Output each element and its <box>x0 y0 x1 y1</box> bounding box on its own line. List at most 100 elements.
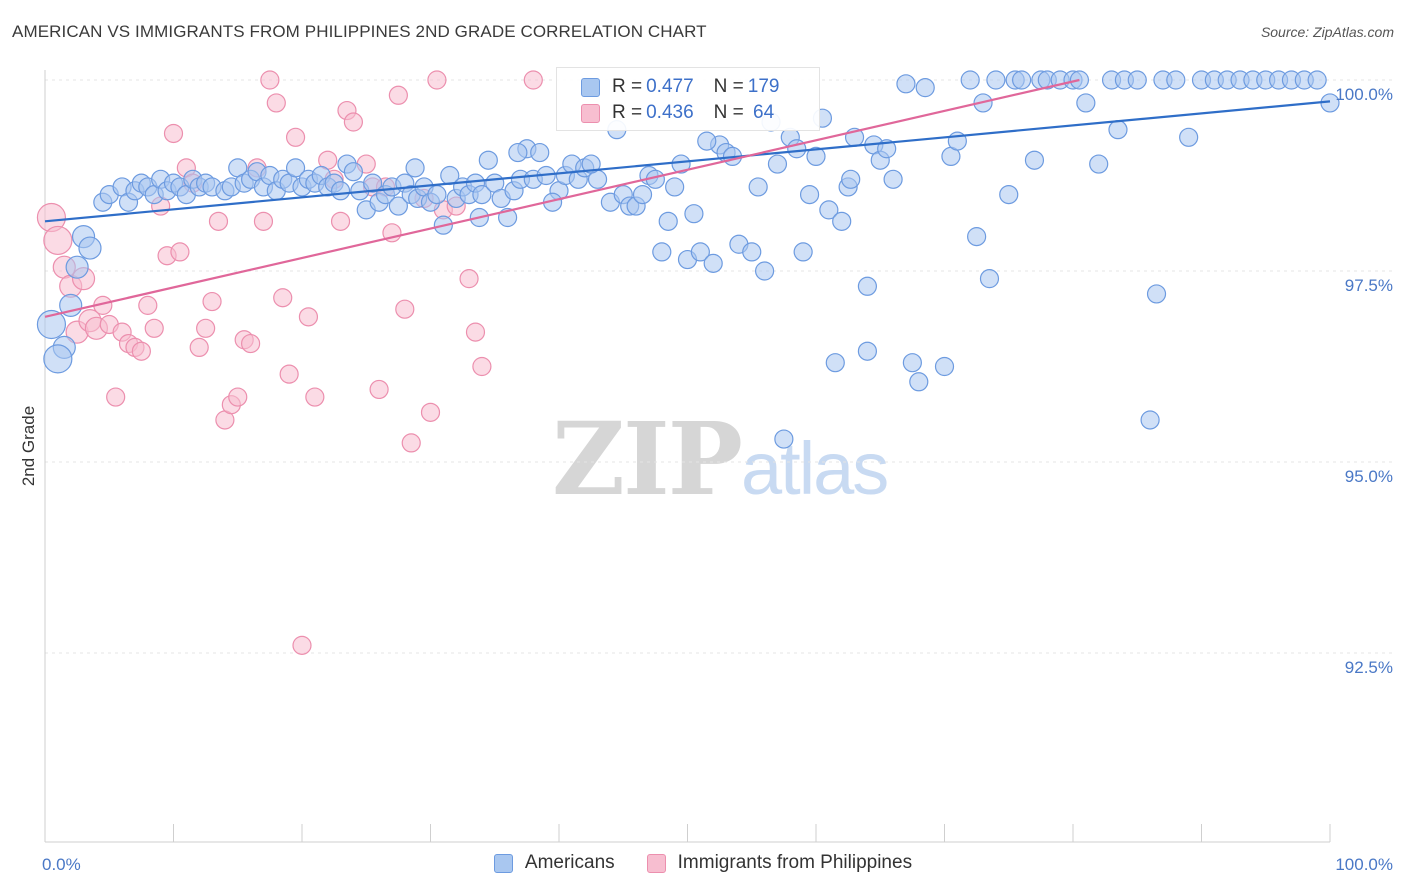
americans-point <box>472 185 492 205</box>
r-value: 0.436 <box>646 102 694 123</box>
n-label: N = <box>713 102 744 123</box>
philippines-point <box>241 333 261 354</box>
americans-point <box>883 169 903 189</box>
americans-point <box>581 154 601 174</box>
americans-point <box>388 196 408 216</box>
philippines-point <box>170 242 190 262</box>
y-tick-label: 100.0% <box>1335 85 1393 104</box>
legend-row-americans: R = 0.477 N = 179 <box>581 75 779 99</box>
americans-point <box>967 227 987 247</box>
philippines-swatch <box>646 853 666 873</box>
philippines-point <box>196 318 216 338</box>
americans-point <box>742 242 762 262</box>
americans-point <box>909 372 929 392</box>
americans-point <box>999 185 1019 205</box>
americans-point <box>658 211 678 231</box>
americans-point <box>684 204 704 224</box>
americans-points <box>36 70 1340 449</box>
americans-trend-line <box>44 100 1331 223</box>
americans-point <box>832 211 852 231</box>
americans-point <box>896 74 916 94</box>
philippines-point <box>189 337 209 357</box>
americans-point <box>1179 127 1199 147</box>
philippines-point <box>285 127 306 147</box>
philippines-point <box>472 356 492 377</box>
americans-point <box>43 344 73 374</box>
philippines-point <box>305 387 325 407</box>
americans-point <box>530 142 550 163</box>
americans-point <box>806 146 826 166</box>
philippines-trend-line <box>44 78 1080 318</box>
americans-point <box>508 142 528 163</box>
legend-item-philippines: Immigrants from Philippines <box>646 852 913 874</box>
philippines-point <box>292 635 312 655</box>
y-tick-label: 92.5% <box>1345 658 1393 677</box>
americans-point <box>1076 93 1096 113</box>
philippines-point <box>106 387 126 407</box>
americans-point <box>36 309 67 340</box>
americans-point <box>754 261 775 281</box>
source-credit: Source: ZipAtlas.com <box>1260 24 1394 40</box>
n-value: 179 <box>747 76 780 97</box>
americans-point <box>902 353 922 373</box>
r-label: R = <box>612 76 643 97</box>
legend-item-americans: Americans <box>493 852 615 874</box>
americans-swatch <box>493 853 513 873</box>
philippines-point <box>369 379 389 400</box>
americans-point <box>671 154 691 174</box>
philippines-points <box>36 70 543 655</box>
philippines-point <box>131 341 151 361</box>
americans-point <box>819 200 839 220</box>
watermark-zip: ZIP <box>552 400 743 518</box>
americans-point <box>767 154 788 174</box>
legend-label-philippines: Immigrants from Philippines <box>677 852 913 873</box>
philippines-point <box>260 70 280 90</box>
philippines-point <box>401 433 421 453</box>
philippines-point <box>266 93 286 113</box>
americans-point <box>793 242 813 262</box>
philippines-point <box>138 295 158 315</box>
philippines-point <box>343 112 363 132</box>
americans-point <box>1166 70 1186 90</box>
americans-point <box>857 276 878 296</box>
n-value: 64 <box>747 102 775 123</box>
philippines-point <box>395 299 415 319</box>
americans-point <box>632 185 653 205</box>
r-label: R = <box>612 102 643 123</box>
americans-point <box>774 429 794 449</box>
americans-point <box>1140 410 1160 430</box>
legend-label-americans: Americans <box>524 852 615 873</box>
americans-point <box>363 173 383 193</box>
watermark-atlas: atlas <box>740 427 889 510</box>
americans-point <box>59 293 83 317</box>
y-tick-label: 97.5% <box>1345 276 1393 295</box>
philippines-point <box>388 85 408 105</box>
philippines-point <box>427 70 447 90</box>
americans-point <box>285 158 306 178</box>
americans-point <box>690 242 710 262</box>
americans-point <box>825 353 845 373</box>
americans-point <box>934 356 955 377</box>
americans-point <box>1024 150 1045 170</box>
americans-point <box>1127 70 1147 90</box>
philippines-point <box>163 123 184 144</box>
watermark: ZIPatlas <box>552 400 889 518</box>
series-legend: Americans Immigrants from Philippines <box>0 852 1406 874</box>
americans-point <box>703 253 723 273</box>
americans-point <box>1011 70 1032 90</box>
americans-point <box>857 341 878 361</box>
x-tick-label: 100.0% <box>1335 855 1393 874</box>
philippines-point <box>228 387 248 407</box>
philippines-point <box>208 211 229 231</box>
r-value: 0.477 <box>646 76 694 97</box>
x-tick-label: 0.0% <box>42 855 81 874</box>
americans-point <box>841 169 861 189</box>
philippines-point <box>459 269 479 289</box>
y-tick-label: 95.0% <box>1345 467 1393 486</box>
legend-row-philippines: R = 0.436 N = 64 <box>581 101 774 125</box>
americans-point <box>960 70 980 90</box>
n-label: N = <box>713 76 744 97</box>
americans-point <box>405 158 425 178</box>
americans-point <box>65 255 89 279</box>
